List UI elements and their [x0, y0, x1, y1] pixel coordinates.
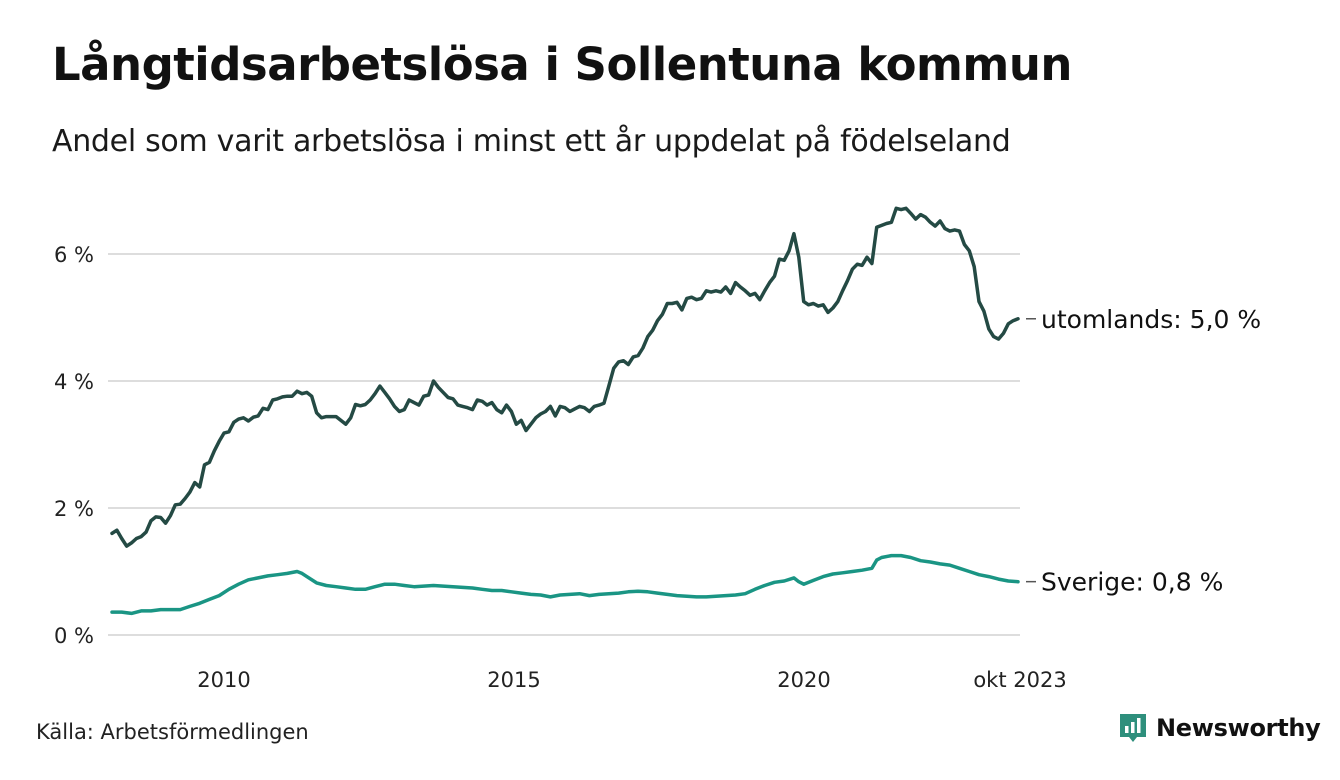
- chart-subtitle: Andel som varit arbetslösa i minst ett å…: [52, 124, 1011, 159]
- series-label-sverige: Sverige: 0,8 %: [1041, 568, 1223, 597]
- series-lines: [110, 206, 1020, 616]
- newsworthy-logo-icon: [1120, 714, 1146, 742]
- series-line-sverige: [110, 553, 1020, 616]
- x-tick-label: 2010: [197, 668, 250, 692]
- y-tick-label: 2 %: [54, 497, 94, 521]
- y-axis-labels: 0 % 2 % 4 % 6 %: [54, 243, 94, 648]
- x-tick-label: okt 2023: [973, 668, 1066, 692]
- chart-title: Långtidsarbetslösa i Sollentuna kommun: [52, 38, 1072, 91]
- series-end-labels: utomlands: 5,0 % Sverige: 0,8 %: [1026, 305, 1261, 597]
- x-tick-label: 2020: [777, 668, 830, 692]
- y-tick-label: 4 %: [54, 370, 94, 394]
- series-line-utomlands: [110, 206, 1020, 548]
- source-note: Källa: Arbetsförmedlingen: [36, 720, 309, 744]
- y-tick-label: 6 %: [54, 243, 94, 267]
- series-label-utomlands: utomlands: 5,0 %: [1041, 305, 1261, 334]
- grid-lines: [108, 253, 1020, 636]
- x-tick-label: 2015: [487, 668, 540, 692]
- y-tick-label: 0 %: [54, 624, 94, 648]
- brand-name: Newsworthy: [1156, 714, 1321, 742]
- brand: Newsworthy: [1118, 712, 1321, 744]
- x-axis-labels: 2010 2015 2020 okt 2023: [197, 668, 1066, 692]
